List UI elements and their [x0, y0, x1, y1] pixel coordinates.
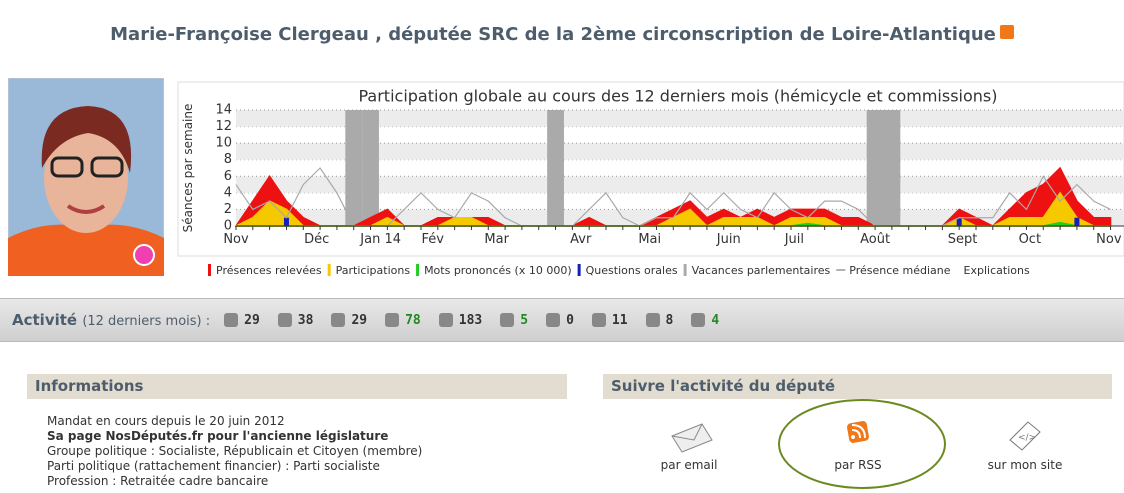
activity-count: 183 [459, 313, 482, 328]
legend-swatch [578, 264, 581, 276]
y-axis-label: Séances par semaine [181, 104, 195, 233]
info-line: Profession : Retraitée cadre bancaire [47, 474, 422, 489]
x-tick-label: Mai [638, 232, 661, 247]
activity-count: 29 [351, 313, 367, 328]
legend-label: Questions orales [586, 264, 678, 277]
activity-item: 4 [691, 313, 719, 328]
legend-swatch [208, 264, 211, 276]
activity-count: 38 [298, 313, 314, 328]
follow-option[interactable]: par email [619, 458, 759, 472]
x-tick-label: Mar [484, 232, 509, 247]
x-tick-label: Nov [1096, 232, 1122, 247]
activity-icon [592, 313, 606, 327]
y-tick-label: 14 [215, 103, 232, 118]
activity-item: 29 [331, 313, 367, 328]
y-tick-label: 8 [224, 152, 232, 167]
page: {"header":{"title":"Marie-Françoise Cler… [0, 0, 1124, 493]
x-tick-label: Fév [422, 232, 445, 247]
activity-label: Activité (12 derniers mois) : [12, 311, 210, 329]
activity-period: (12 derniers mois) : [82, 314, 210, 329]
info-line: Mandat en cours depuis le 20 juin 2012 [47, 414, 422, 429]
x-tick-label: Nov [223, 232, 249, 247]
legend-label: Présences relevées [216, 264, 322, 277]
follow-option[interactable]: par RSS [788, 458, 928, 472]
x-tick-label: Août [860, 232, 890, 247]
activity-item: 78 [385, 313, 421, 328]
legend-label: Mots prononcés (x 10 000) [424, 264, 572, 277]
activity-item: 5 [500, 313, 528, 328]
activity-count: 29 [244, 313, 260, 328]
legend-label: Participations [336, 264, 411, 277]
info-line: Parti politique (rattachement financier)… [47, 459, 422, 474]
question-bar [284, 218, 289, 226]
y-tick-label: 10 [215, 136, 232, 151]
activity-count: 78 [405, 313, 421, 328]
legend-link[interactable]: Explications [964, 264, 1030, 277]
info-line[interactable]: Sa page NosDéputés.fr pour l'ancienne lé… [47, 429, 422, 444]
activity-icon [500, 313, 514, 327]
activity-count: 8 [666, 313, 674, 328]
x-tick-label: Juin [716, 232, 741, 247]
activity-icon [278, 313, 292, 327]
x-tick-label: Avr [570, 232, 592, 247]
activity-bar: Activité (12 derniers mois) : 29 38 29 78 183… [0, 298, 1124, 342]
activity-count: 4 [711, 313, 719, 328]
legend-swatch [416, 264, 419, 276]
activity-icon [439, 313, 453, 327]
activity-icon [331, 313, 345, 327]
activity-item: 11 [592, 313, 628, 328]
x-tick-label: Oct [1019, 232, 1041, 247]
activity-icon [691, 313, 705, 327]
activity-icon [385, 313, 399, 327]
follow-option[interactable]: sur mon site [955, 458, 1095, 472]
activity-count: 0 [566, 313, 574, 328]
info-line: Groupe politique : Socialiste, Républica… [47, 444, 422, 459]
follow-icons: </> [600, 396, 1124, 493]
informations-header: Informations [27, 374, 567, 399]
activity-item: 38 [278, 313, 314, 328]
x-tick-label: Jan 14 [359, 232, 401, 247]
y-tick-label: 6 [224, 169, 232, 184]
y-tick-label: 2 [224, 202, 232, 217]
activity-icon [546, 313, 560, 327]
activity-count: 5 [520, 313, 528, 328]
activity-icon [646, 313, 660, 327]
vacation-band [362, 110, 379, 226]
svg-text:</>: </> [1018, 433, 1036, 443]
vacation-band [867, 110, 884, 226]
y-tick-label: 12 [215, 119, 232, 134]
x-tick-label: Sept [948, 232, 978, 247]
question-bar [1074, 218, 1079, 226]
activity-item: 8 [646, 313, 674, 328]
activity-item: 183 [439, 313, 482, 328]
legend-swatch [684, 264, 687, 276]
vacation-band [884, 110, 901, 226]
activity-icon [224, 313, 238, 327]
vacation-band [547, 110, 564, 226]
participation-chart: Participation globale au cours des 12 de… [0, 0, 1124, 290]
activity-item: 0 [546, 313, 574, 328]
legend-label: Présence médiane [849, 264, 951, 277]
vacation-band [345, 110, 362, 226]
chart-title: Participation globale au cours des 12 de… [358, 87, 997, 106]
activity-title: Activité [12, 311, 77, 329]
activity-count: 11 [612, 313, 628, 328]
y-tick-label: 4 [224, 185, 232, 200]
legend-label: Vacances parlementaires [692, 264, 831, 277]
x-tick-label: Juil [784, 232, 804, 247]
legend-swatch [328, 264, 331, 276]
activity-item: 29 [224, 313, 260, 328]
x-tick-label: Déc [304, 232, 329, 247]
